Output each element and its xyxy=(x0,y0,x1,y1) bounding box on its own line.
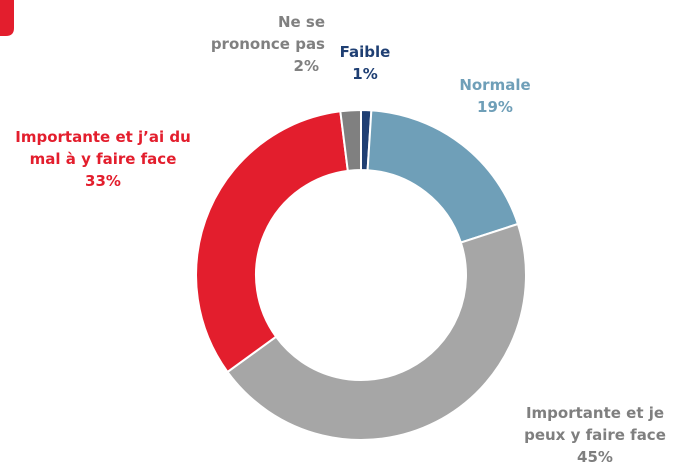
value-label: 2% xyxy=(293,57,319,75)
segment-label: Importante et je peux y faire face 45% xyxy=(510,402,673,462)
category-name: Normale xyxy=(459,76,531,94)
segment-label: Importante et j’ai du mal à y faire face… xyxy=(5,126,201,192)
value-label: 33% xyxy=(85,172,121,190)
category-name: Faible xyxy=(339,43,391,61)
segment-label: Ne se prononce pas 2% xyxy=(200,11,325,77)
category-name: Ne se prononce pas xyxy=(210,13,325,53)
donut-segment xyxy=(339,108,362,172)
value-label: 1% xyxy=(352,65,378,83)
category-name: Importante et je peux y faire face xyxy=(524,404,666,444)
segment-label: Normale 19% xyxy=(440,74,550,118)
segment-label: Faible 1% xyxy=(335,41,395,85)
donut-segment xyxy=(366,109,520,244)
corner-tab xyxy=(0,0,14,36)
category-name: Importante et j’ai du mal à y faire face xyxy=(15,128,191,168)
value-label: 45% xyxy=(577,448,613,462)
donut-segment xyxy=(195,110,349,374)
donut-segment xyxy=(226,222,527,441)
value-label: 19% xyxy=(477,98,513,116)
